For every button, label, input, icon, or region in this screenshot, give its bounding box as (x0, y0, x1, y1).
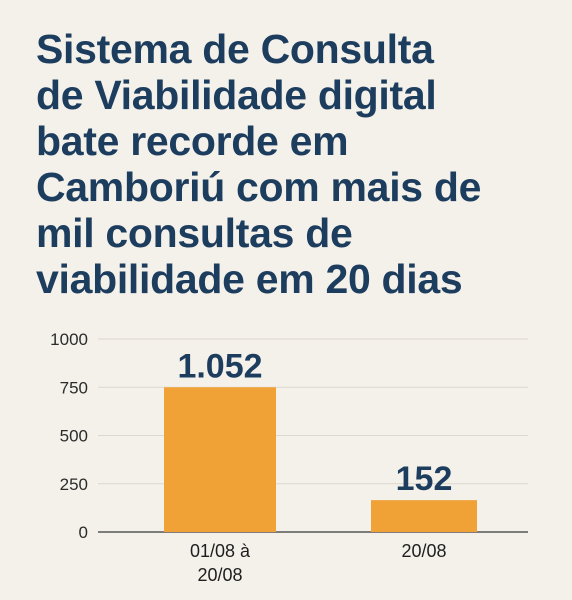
category-label: 20/08 (401, 541, 446, 561)
headline-line-6: viabilidade em 20 dias (36, 256, 463, 302)
bar (371, 500, 477, 532)
data-label: 1.052 (177, 347, 262, 385)
y-tick-label: 500 (60, 427, 88, 446)
headline-line-3: bate recorde em (36, 118, 349, 164)
category-label: 01/08 à (190, 541, 251, 561)
y-tick-label: 1000 (50, 330, 88, 349)
headline-line-5: mil consultas de (36, 210, 353, 256)
y-tick-label: 750 (60, 378, 88, 397)
headline: Sistema de Consulta de Viabilidade digit… (36, 26, 556, 302)
y-tick-label: 250 (60, 475, 88, 494)
headline-line-4: Camboriú com mais de (36, 164, 482, 210)
category-label: 20/08 (197, 565, 242, 585)
y-tick-label: 0 (79, 523, 88, 542)
bar (164, 387, 276, 532)
data-label: 152 (396, 460, 453, 498)
headline-line-2: de Viabilidade digital (36, 72, 437, 118)
bar-chart: 0 250 500 750 1000 1.052 01/08 à 20/08 152 20/08 (50, 330, 528, 585)
headline-line-1: Sistema de Consulta (36, 26, 434, 72)
